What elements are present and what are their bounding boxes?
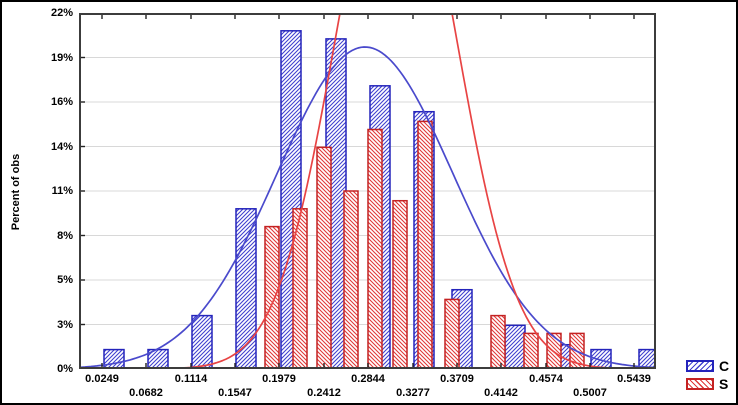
bar-S-7 [444,298,460,370]
legend-swatch-s [686,378,714,390]
x-tick-label-0.1547: 0.1547 [218,387,252,399]
bar-S-6 [417,120,433,370]
x-tick-label-0.0682: 0.0682 [129,387,163,399]
x-tick-label-0.4574: 0.4574 [529,373,563,385]
bar-S-2 [316,146,332,370]
legend-item-s: S [686,375,736,393]
y-tick-label-3: 3% [57,318,73,331]
y-axis-title: Percent of obs [10,153,22,231]
y-tick-label-16: 16% [50,96,73,108]
x-tick-label-0.2412: 0.2412 [307,387,341,399]
legend-label-c: C [719,358,730,374]
x-tick-label-0.2844: 0.2844 [351,373,385,385]
histogram-plot [78,2,660,370]
legend: C S [686,357,736,393]
bar-S-3 [343,190,359,370]
y-tick-label-19: 19% [50,51,73,64]
x-tick-label-0.1979: 0.1979 [262,373,296,385]
y-tick-label-0: 0% [57,363,73,375]
y-tick-label-11: 11% [51,185,73,197]
bar-C-0 [103,348,125,370]
y-tick-label-22: 22% [50,7,73,19]
y-tick-label-5: 5% [57,274,73,286]
x-tick-label-0.1114: 0.1114 [174,373,208,385]
legend-label-s: S [719,376,729,392]
bar-S-8 [490,314,506,370]
series-s-bars [264,120,585,370]
legend-item-c: C [686,357,736,375]
legend-swatch-c [686,360,714,372]
axis-ticks [81,15,635,367]
bar-C-2 [191,314,213,370]
bar-S-9 [523,332,539,370]
bar-S-0 [264,225,280,370]
plot-area [78,2,660,370]
bar-S-5 [392,199,408,370]
x-tick-label-0.5439: 0.5439 [617,373,651,385]
x-tick-label-0.4142: 0.4142 [484,387,518,399]
plot-border [79,13,656,369]
x-tick-label-0.3709: 0.3709 [440,373,474,385]
x-tick-label-0.3277: 0.3277 [396,387,430,399]
y-tick-label-14: 14% [50,140,73,153]
x-tick-label-0.0249: 0.0249 [85,373,119,385]
bar-C-9 [504,324,526,370]
x-tick-label-0.5007: 0.5007 [573,387,607,399]
normal-curve-C [78,46,656,369]
bar-S-4 [367,128,383,370]
y-tick-label-8: 8% [57,229,73,242]
